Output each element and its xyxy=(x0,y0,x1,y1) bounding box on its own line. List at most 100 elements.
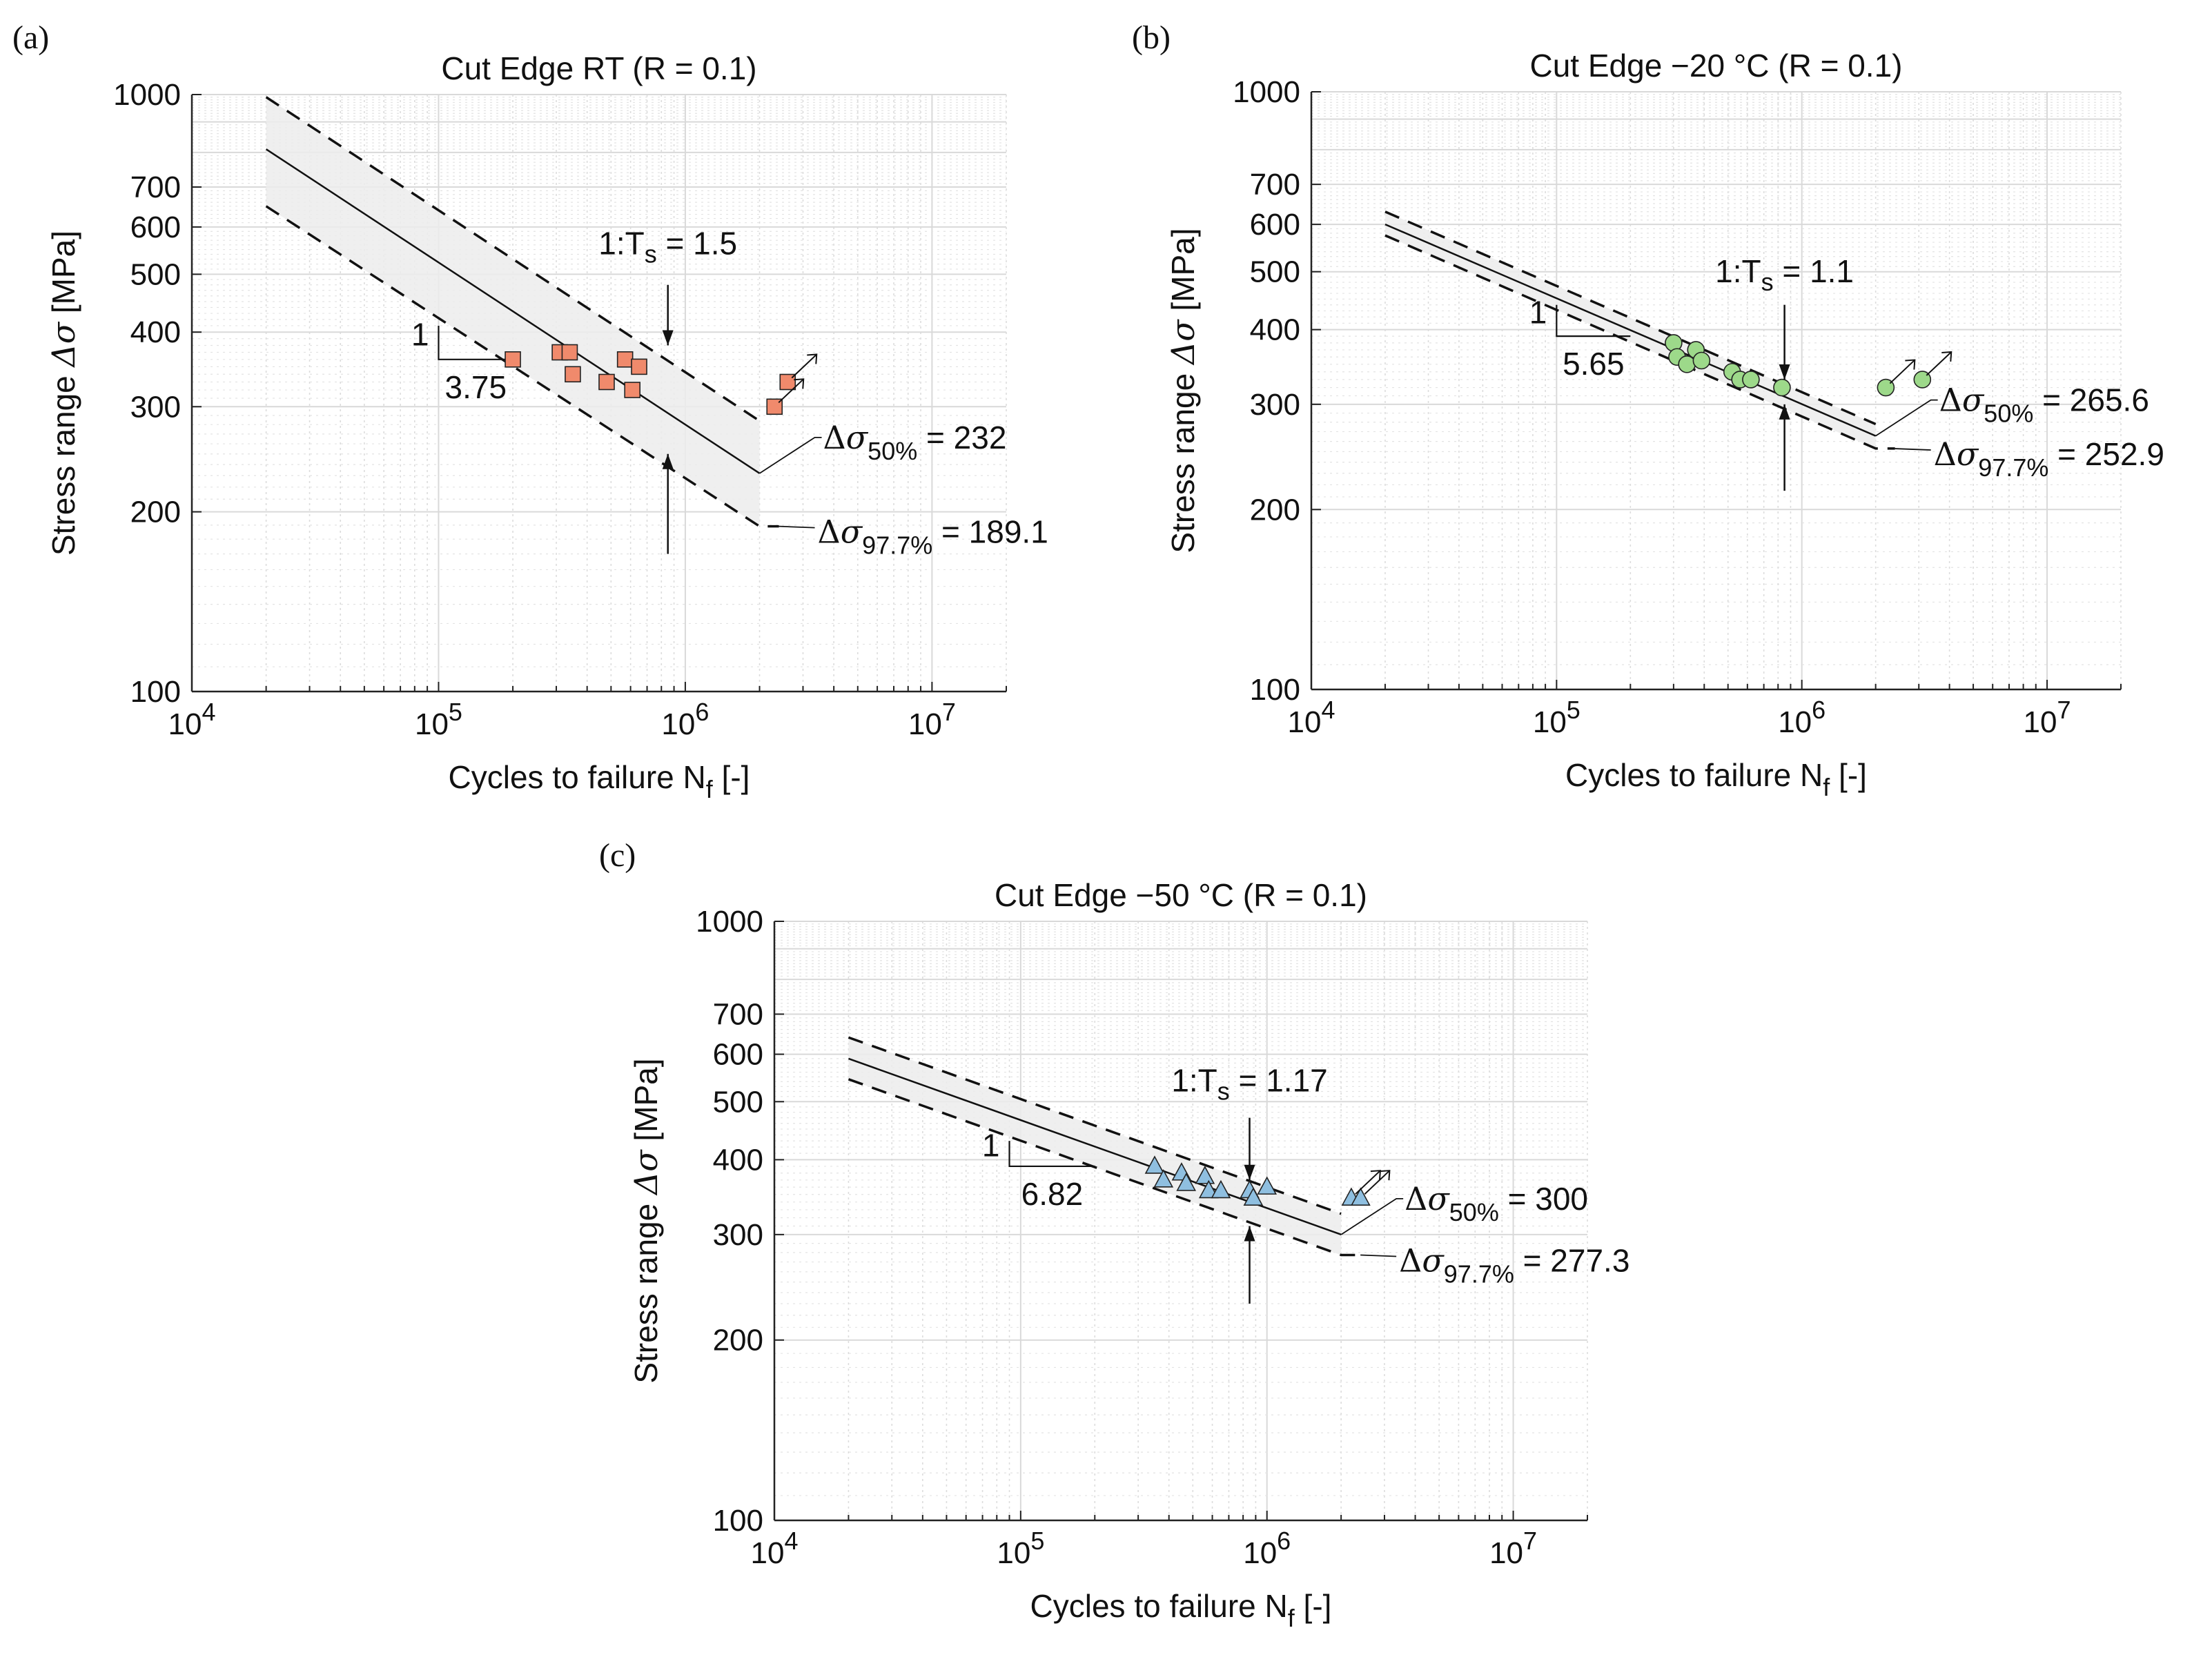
y-label-symbol: Δσ xyxy=(45,321,82,368)
pct977-value: = 277.3 xyxy=(1514,1243,1630,1279)
y-tick-label: 600 xyxy=(713,1038,763,1072)
delta-symbol: Δ xyxy=(1939,382,1962,419)
y-tick-label: 400 xyxy=(1250,313,1300,347)
slope-rise-label: 1 xyxy=(411,316,429,352)
ts-arrow-up-head xyxy=(1244,1226,1255,1242)
x-label-tail: [-] xyxy=(1830,757,1867,793)
delta-symbol: Δ xyxy=(823,419,846,456)
data-point-triangle xyxy=(1195,1166,1215,1184)
y-tick-label: 700 xyxy=(1250,168,1300,202)
pct50-sub: 50% xyxy=(1984,400,2033,428)
tick-exponent: 5 xyxy=(1567,696,1580,724)
pct50-value: = 300 xyxy=(1499,1181,1588,1217)
x-axis-label: Cycles to failure Nf [-] xyxy=(1565,757,1867,801)
tick-exponent: 4 xyxy=(202,698,215,726)
leader-50 xyxy=(759,436,822,474)
x-tick-label: 107 xyxy=(908,698,956,741)
x-tick-label: 104 xyxy=(1288,696,1335,739)
pct977-value: = 189.1 xyxy=(932,514,1048,550)
y-tick-label: 100 xyxy=(130,675,181,709)
x-tick-label: 106 xyxy=(661,698,709,741)
leader-97-7 xyxy=(1895,448,1931,451)
y-tick-label: 400 xyxy=(713,1143,763,1177)
data-point-square xyxy=(561,344,578,361)
x-axis-label: Cycles to failure Nf [-] xyxy=(1030,1588,1332,1632)
ts-arrow-down-head xyxy=(1779,364,1790,380)
x-label-sub: f xyxy=(1288,1604,1295,1632)
y-axis-label: Stress range Δσ [MPa] xyxy=(45,231,82,556)
grid xyxy=(774,921,1588,1521)
tick-base: 10 xyxy=(1288,705,1322,739)
tick-exponent: 6 xyxy=(1277,1527,1291,1555)
upper-bound-line xyxy=(848,1036,1342,1215)
scatter-band-sub: s xyxy=(1761,268,1774,296)
data-point-square xyxy=(779,373,796,391)
x-tick-label: 106 xyxy=(1778,696,1826,739)
runout-arrow-head xyxy=(807,353,818,364)
sigma-symbol: σ xyxy=(1422,1242,1445,1280)
runout-arrow-shaft xyxy=(791,353,817,379)
scatter-band-value: = 1.17 xyxy=(1230,1063,1328,1099)
data-point-square xyxy=(631,358,647,375)
lower-bound-line-97-7 xyxy=(848,1078,1361,1257)
y-tick-label: 1000 xyxy=(1233,75,1300,109)
x-tick-label: 105 xyxy=(1533,696,1580,739)
data-points xyxy=(1144,1155,1371,1206)
data-point-circle xyxy=(1773,378,1791,397)
data-point-triangle xyxy=(1144,1155,1165,1174)
slope-rise-label: 1 xyxy=(982,1128,1000,1164)
tick-base: 10 xyxy=(1778,705,1812,739)
pct977-sub: 97.7% xyxy=(1978,453,2048,482)
y-axis-label: Stress range Δσ [MPa] xyxy=(627,1058,665,1383)
tick-exponent: 4 xyxy=(1321,696,1335,724)
runout-arrow-shaft xyxy=(1889,359,1916,384)
slope-rise-label: 1 xyxy=(1529,294,1547,330)
y-label-tail: [MPa] xyxy=(628,1058,664,1150)
delta-sigma-50-label: Δσ50% = 300 xyxy=(1404,1180,1588,1226)
data-point-circle xyxy=(1742,371,1760,389)
delta-sigma-50-label: Δσ50% = 265.6 xyxy=(1939,382,2149,428)
x-label-main: Cycles to failure N xyxy=(449,759,706,795)
tick-exponent: 7 xyxy=(1523,1527,1537,1555)
runout-arrow-head xyxy=(1380,1170,1391,1181)
leader-50 xyxy=(1340,1197,1404,1235)
y-tick-label: 1000 xyxy=(696,905,763,939)
slope-triangle xyxy=(1008,1141,1095,1168)
x-label-tail: [-] xyxy=(1295,1588,1332,1624)
data-points xyxy=(1665,334,1932,397)
y-label-main: Stress range xyxy=(46,366,81,556)
pct977-sub: 97.7% xyxy=(1444,1260,1514,1288)
data-point-circle xyxy=(1692,351,1711,370)
scatter-band-sub: s xyxy=(645,239,657,268)
x-label-main: Cycles to failure N xyxy=(1030,1588,1288,1624)
leader-50 xyxy=(1875,399,1938,437)
chart-title: Cut Edge RT (R = 0.1) xyxy=(441,50,756,86)
delta-symbol: Δ xyxy=(1404,1180,1427,1217)
data-point-triangle xyxy=(1243,1187,1264,1206)
y-label-symbol: Δσ xyxy=(1164,319,1202,366)
y-tick-label: 300 xyxy=(713,1218,763,1252)
x-tick-label: 105 xyxy=(997,1527,1044,1570)
sigma-symbol: σ xyxy=(1957,435,1979,473)
plot-area xyxy=(774,921,1587,1520)
pct977-value: = 252.9 xyxy=(2048,436,2164,472)
y-tick-label: 600 xyxy=(1250,208,1300,242)
scatter-band-value: = 1.5 xyxy=(657,225,737,261)
runout-arrow-shaft xyxy=(1364,1170,1391,1195)
data-point-square xyxy=(766,398,783,415)
tick-base: 10 xyxy=(2024,705,2057,739)
x-tick-label: 104 xyxy=(751,1527,799,1570)
y-tick-label: 100 xyxy=(1250,673,1300,707)
tick-exponent: 7 xyxy=(2057,696,2071,724)
tick-base: 10 xyxy=(1533,705,1567,739)
delta-symbol: Δ xyxy=(1934,435,1957,473)
tick-exponent: 5 xyxy=(1030,1527,1044,1555)
y-tick-label: 200 xyxy=(713,1324,763,1358)
tick-base: 10 xyxy=(415,707,449,741)
x-tick-label: 106 xyxy=(1243,1527,1291,1570)
y-tick-label: 400 xyxy=(130,315,181,349)
data-point-square xyxy=(624,382,640,398)
data-points xyxy=(505,344,796,415)
delta-sigma-97-7-label: Δσ97.7% = 252.9 xyxy=(1934,435,2164,482)
